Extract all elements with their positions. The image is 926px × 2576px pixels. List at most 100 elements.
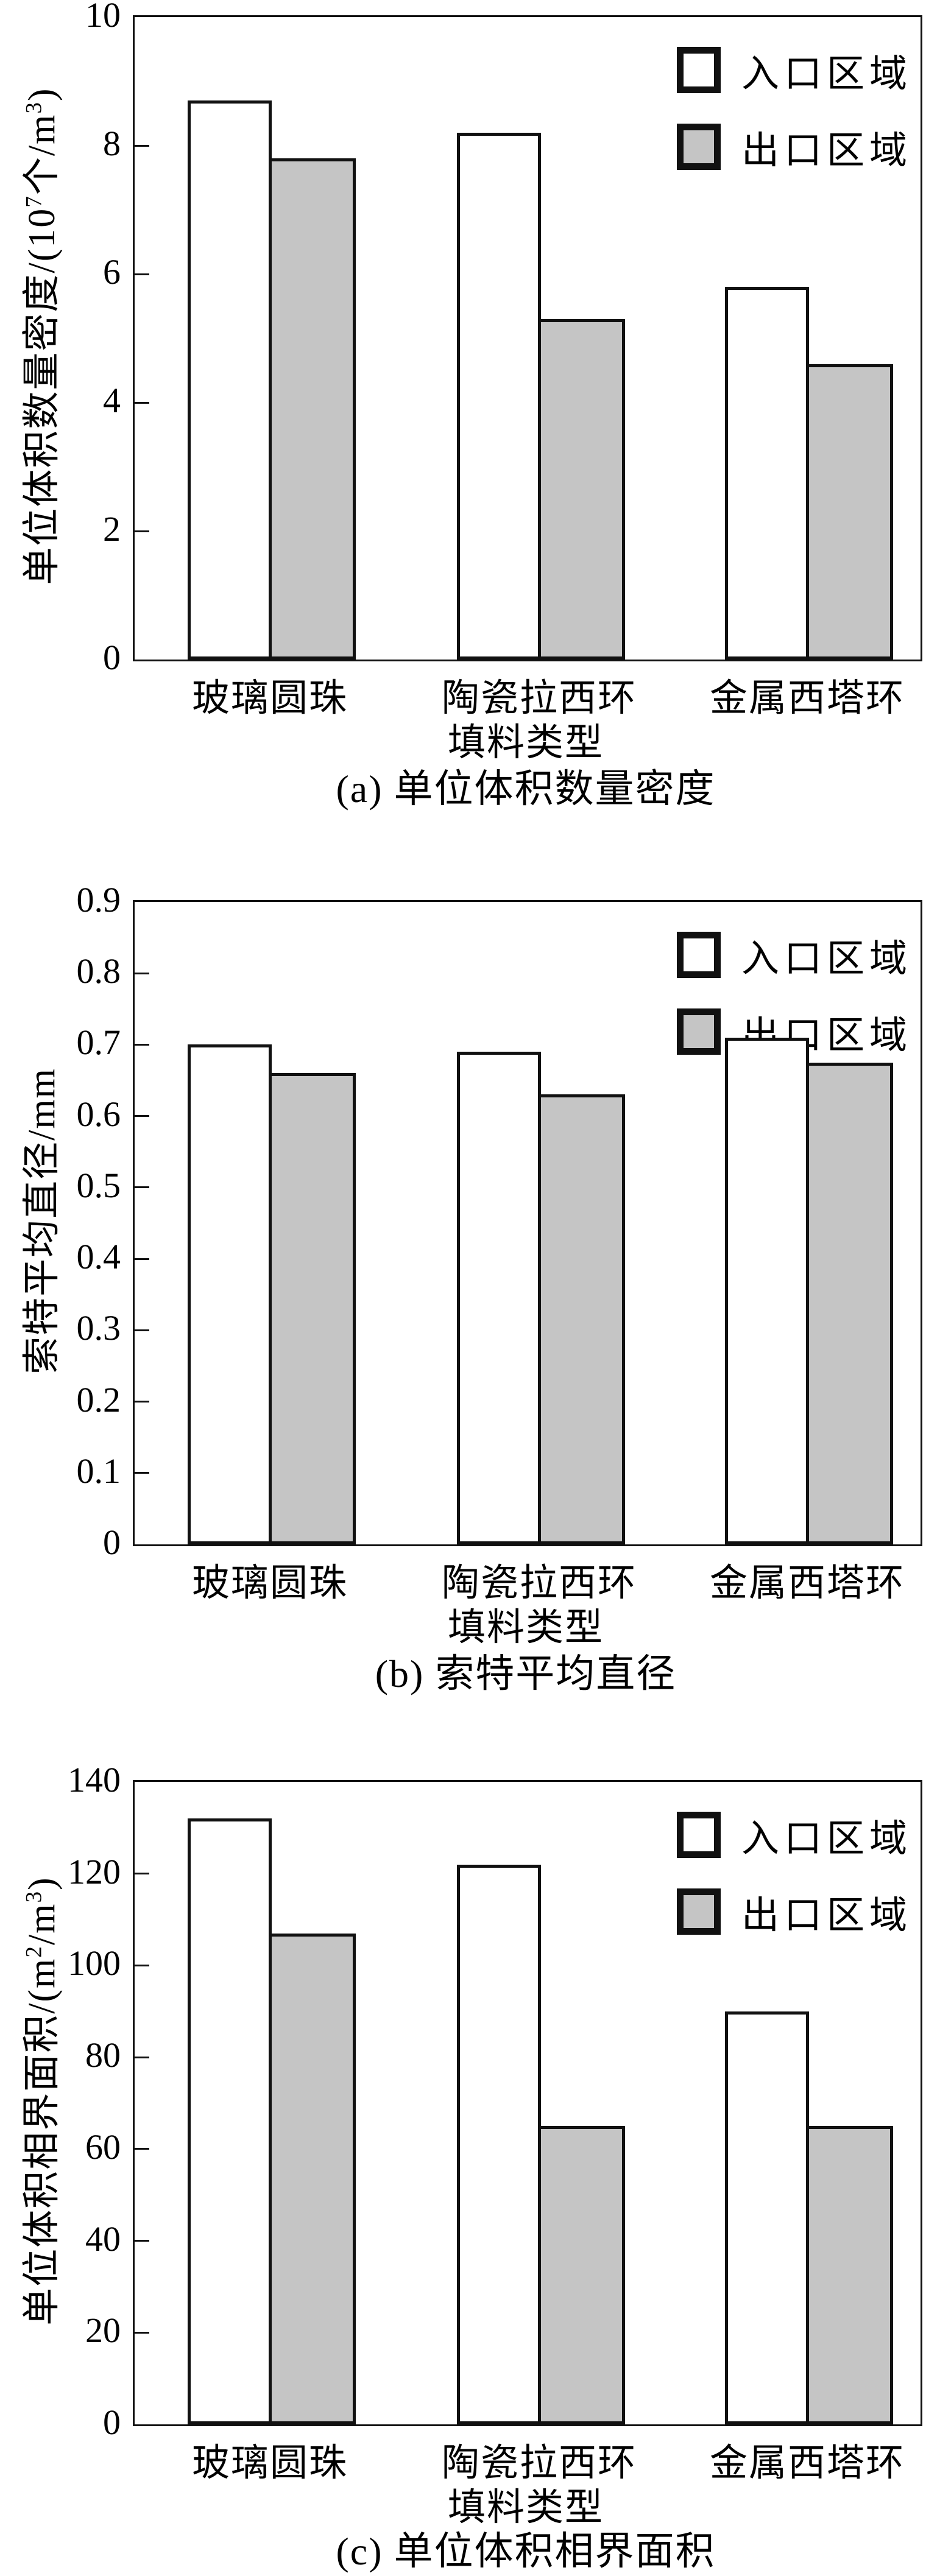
category-label: 陶瓷拉西环 bbox=[441, 1563, 637, 1604]
y-tick-mark bbox=[135, 273, 149, 275]
legend-label-inlet: 入口区域 bbox=[741, 938, 912, 980]
panel-caption: (a) 单位体积数量密度 bbox=[336, 767, 716, 811]
legend-swatch-inlet bbox=[676, 932, 721, 978]
y-tick-mark bbox=[135, 2240, 149, 2242]
x-axis-title: 填料类型 bbox=[447, 722, 604, 764]
legend-item-inlet: 入口区域 bbox=[676, 927, 912, 982]
y-tick-label: 140 bbox=[68, 1760, 121, 1800]
legend-label-outlet: 出口区域 bbox=[741, 130, 912, 172]
bar-outlet bbox=[269, 1073, 356, 1544]
category-label: 金属西塔环 bbox=[709, 2443, 905, 2484]
y-tick-label: 10 bbox=[85, 0, 121, 35]
y-tick-label: 0.5 bbox=[76, 1165, 121, 1205]
legend-swatch-outlet bbox=[676, 124, 721, 170]
bar-inlet bbox=[725, 2011, 809, 2424]
y-tick-label: 0.2 bbox=[76, 1379, 121, 1420]
legend-swatch-outlet bbox=[676, 1888, 721, 1935]
bar-outlet bbox=[269, 158, 356, 660]
legend-item-outlet: 出口区域 bbox=[676, 119, 912, 174]
panel-caption: (c) 单位体积相界面积 bbox=[336, 2530, 716, 2573]
category-label: 金属西塔环 bbox=[709, 678, 905, 719]
legend-swatch-inlet bbox=[676, 47, 721, 93]
y-tick-label: 0.1 bbox=[76, 1451, 121, 1491]
y-tick-mark bbox=[135, 1964, 149, 1966]
y-tick-label: 0.8 bbox=[76, 951, 121, 991]
y-tick-label: 80 bbox=[85, 2035, 121, 2075]
y-tick-mark bbox=[135, 1258, 149, 1260]
y-tick-label: 0 bbox=[103, 1522, 121, 1562]
y-tick-label: 8 bbox=[103, 124, 121, 163]
plot-area: 入口区域 出口区域 bbox=[133, 15, 922, 661]
y-axis-label-sup: 3 bbox=[21, 101, 47, 114]
bar-outlet bbox=[806, 1063, 893, 1544]
chart-panel-c: 单位体积相界面积/(m2/m3) 入口区域 出口区域 玻璃圆珠 陶瓷拉西环 金属… bbox=[0, 1760, 926, 2573]
x-axis-title: 填料类型 bbox=[447, 1607, 604, 1649]
plot-area: 入口区域 出口区域 bbox=[133, 900, 922, 1546]
bar-inlet bbox=[457, 1865, 541, 2424]
x-axis-title: 填料类型 bbox=[447, 2487, 604, 2528]
y-tick-mark bbox=[135, 1115, 149, 1117]
bar-inlet bbox=[725, 1038, 809, 1544]
bar-outlet bbox=[538, 2126, 625, 2424]
category-label: 陶瓷拉西环 bbox=[441, 678, 637, 719]
y-tick-mark bbox=[135, 1329, 149, 1331]
category-label: 玻璃圆珠 bbox=[191, 1563, 348, 1604]
category-label: 金属西塔环 bbox=[709, 1563, 905, 1604]
y-tick-mark bbox=[135, 530, 149, 532]
legend-item-inlet: 入口区域 bbox=[676, 43, 912, 97]
y-tick-label: 0.4 bbox=[76, 1237, 121, 1277]
bar-outlet bbox=[538, 319, 625, 660]
y-tick-label: 0.3 bbox=[76, 1308, 121, 1348]
y-tick-mark bbox=[135, 1472, 149, 1474]
bar-outlet bbox=[538, 1094, 625, 1544]
y-tick-label: 0.6 bbox=[76, 1094, 121, 1134]
y-tick-mark bbox=[135, 1873, 149, 1875]
bar-inlet bbox=[188, 1818, 272, 2424]
bar-inlet bbox=[457, 1052, 541, 1544]
bar-inlet bbox=[457, 133, 541, 660]
y-tick-label: 20 bbox=[85, 2310, 121, 2351]
legend-label-inlet: 入口区域 bbox=[741, 54, 912, 95]
y-tick-mark bbox=[135, 1043, 149, 1046]
category-label: 陶瓷拉西环 bbox=[441, 2443, 637, 2484]
plot-area: 入口区域 出口区域 bbox=[133, 1780, 922, 2426]
y-axis-label-text: ) bbox=[21, 87, 63, 102]
y-tick-label: 60 bbox=[85, 2127, 121, 2167]
y-tick-label: 0.7 bbox=[76, 1022, 121, 1063]
category-label: 玻璃圆珠 bbox=[191, 2443, 348, 2484]
legend-swatch-inlet bbox=[676, 1812, 721, 1858]
y-tick-label: 0 bbox=[103, 2402, 121, 2442]
legend-item-outlet: 出口区域 bbox=[676, 1884, 912, 1939]
y-tick-label: 0.9 bbox=[76, 880, 121, 920]
bar-outlet bbox=[806, 2126, 893, 2424]
y-tick-mark bbox=[135, 972, 149, 974]
bar-inlet bbox=[188, 100, 272, 660]
y-tick-label: 2 bbox=[103, 509, 121, 549]
y-tick-label: 120 bbox=[68, 1851, 121, 1892]
category-label: 玻璃圆珠 bbox=[191, 678, 348, 719]
legend-item-inlet: 入口区域 bbox=[676, 1807, 912, 1862]
y-tick-label: 40 bbox=[85, 2219, 121, 2259]
y-tick-mark bbox=[135, 2056, 149, 2058]
bar-inlet bbox=[725, 287, 809, 660]
y-tick-mark bbox=[135, 2331, 149, 2334]
legend-label-inlet: 入口区域 bbox=[741, 1818, 912, 1860]
chart-panel-a: 单位体积数量密度/(107个/m3) 入口区域 出口区域 玻璃圆珠 陶瓷拉西环 … bbox=[0, 0, 926, 885]
y-tick-label: 100 bbox=[68, 1943, 121, 1983]
chart-panel-b: 索特平均直径/mm 入口区域 出口区域 玻璃圆珠 陶瓷拉西环 金属西塔环 填料类… bbox=[0, 880, 926, 1765]
y-tick-mark bbox=[135, 144, 149, 147]
legend: 入口区域 出口区域 bbox=[676, 43, 912, 174]
y-tick-label: 4 bbox=[103, 381, 121, 420]
legend: 入口区域 出口区域 bbox=[676, 1807, 912, 1939]
bar-outlet bbox=[269, 1934, 356, 2424]
y-axis-label-sup: 7 bbox=[21, 195, 47, 208]
panel-caption: (b) 索特平均直径 bbox=[375, 1652, 677, 1695]
y-tick-label: 6 bbox=[103, 252, 121, 292]
y-tick-mark bbox=[135, 2148, 149, 2150]
legend-swatch-outlet bbox=[676, 1008, 721, 1055]
legend-label-outlet: 出口区域 bbox=[741, 1895, 912, 1937]
y-tick-mark bbox=[135, 1401, 149, 1403]
y-tick-label: 0 bbox=[103, 638, 121, 677]
y-tick-mark bbox=[135, 1186, 149, 1189]
